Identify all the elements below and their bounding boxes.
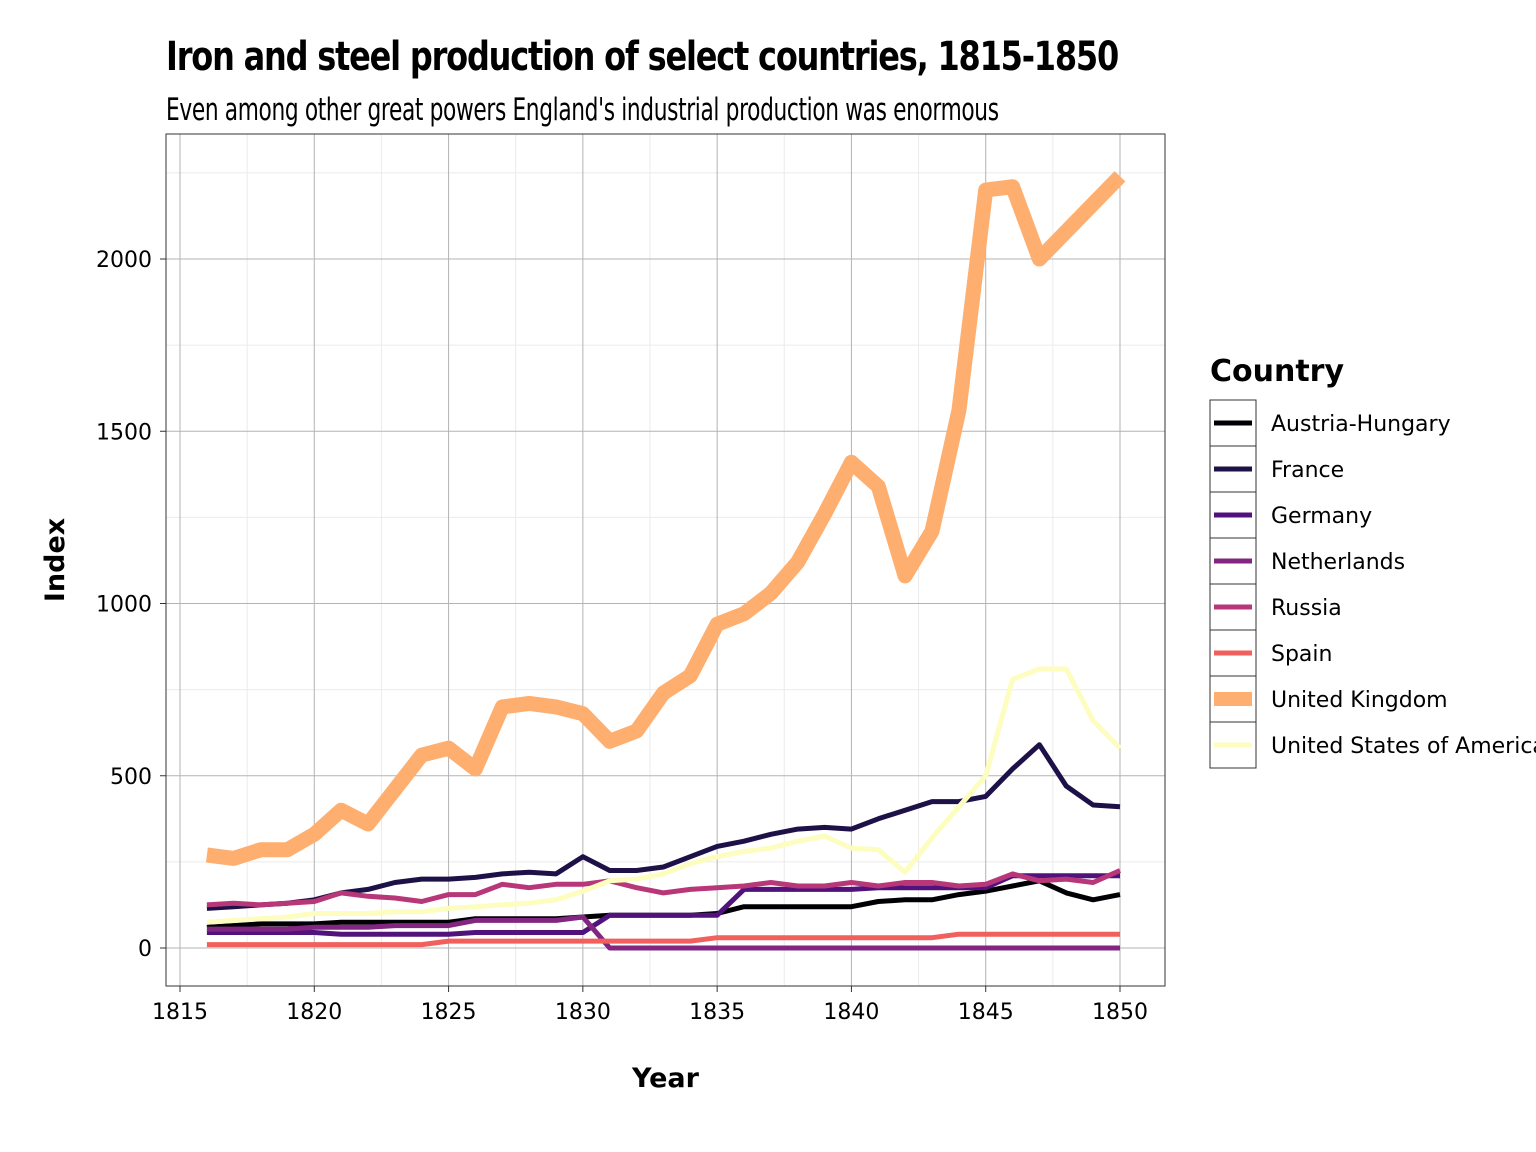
series-lines [205, 171, 1126, 951]
y-axis: 0 500 1000 1500 2000 [96, 248, 166, 962]
legend: Country Austria-Hungary France Germany Nethe… [1209, 354, 1536, 769]
x-tick-label: 1835 [689, 1000, 745, 1025]
legend-label: Germany [1271, 504, 1372, 529]
series-line-spain [206, 931, 1120, 948]
y-tick-label: 1000 [96, 593, 152, 618]
legend-label: Spain [1271, 642, 1332, 667]
legend-item-austria-hungary[interactable]: Austria-Hungary [1209, 399, 1451, 447]
legend-item-united-states-of-america[interactable]: United States of America [1209, 721, 1536, 769]
chart-title: Iron and steel production of select coun… [166, 34, 1119, 80]
y-tick-label: 1500 [96, 420, 152, 445]
y-tick-label: 2000 [96, 248, 152, 273]
x-tick-label: 1815 [152, 1000, 208, 1025]
x-tick-label: 1840 [823, 1000, 879, 1025]
x-axis: 1815 1820 1825 1830 1835 1840 1845 1850 [152, 986, 1148, 1025]
x-tick-label: 1845 [958, 1000, 1014, 1025]
legend-item-spain[interactable]: Spain [1209, 629, 1332, 677]
y-tick-label: 500 [110, 765, 152, 790]
legend-label: Austria-Hungary [1271, 412, 1451, 437]
x-tick-label: 1820 [286, 1000, 342, 1025]
series-line-united-states-of-america [206, 666, 1122, 925]
x-tick-label: 1850 [1092, 1000, 1148, 1025]
series-line-united-kingdom [205, 171, 1126, 866]
x-axis-title: Year [631, 1063, 700, 1094]
legend-item-france[interactable]: France [1209, 445, 1344, 493]
series-line-netherlands [206, 914, 1120, 951]
chart-subtitle: Even among other great powers England's … [166, 92, 999, 128]
plot-panel [166, 134, 1165, 986]
x-tick-label: 1830 [555, 1000, 611, 1025]
legend-label: United States of America [1271, 734, 1536, 759]
legend-item-united-kingdom[interactable]: United Kingdom [1209, 675, 1448, 723]
legend-label: United Kingdom [1271, 688, 1448, 713]
y-axis-title: Index [40, 518, 71, 602]
legend-item-netherlands[interactable]: Netherlands [1209, 537, 1405, 585]
minor-gridlines [166, 134, 1165, 986]
legend-label: Netherlands [1271, 550, 1405, 575]
legend-item-russia[interactable]: Russia [1209, 583, 1342, 631]
legend-item-germany[interactable]: Germany [1209, 491, 1372, 539]
plot-border [165, 133, 1166, 987]
legend-title: Country [1210, 354, 1344, 389]
legend-label: France [1271, 458, 1344, 483]
series-line-russia [206, 868, 1122, 908]
legend-label: Russia [1271, 596, 1342, 621]
y-tick-label: 0 [138, 937, 152, 962]
x-tick-label: 1825 [421, 1000, 477, 1025]
